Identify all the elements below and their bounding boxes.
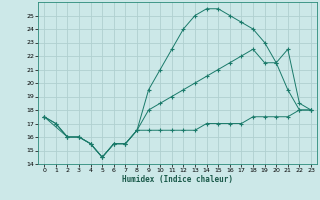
X-axis label: Humidex (Indice chaleur): Humidex (Indice chaleur): [122, 175, 233, 184]
